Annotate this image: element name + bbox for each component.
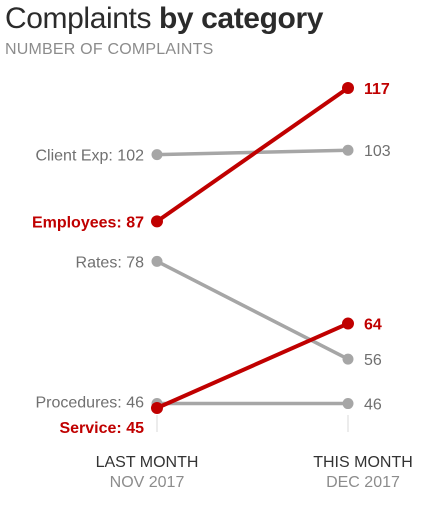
- point-start-service: [151, 402, 163, 414]
- end-label-service: 64: [364, 317, 382, 334]
- x-tick-label-0: LAST MONTH: [96, 454, 199, 471]
- end-label-procedures: 46: [364, 397, 382, 414]
- series-employees: Employees: 87 117: [32, 81, 390, 231]
- start-label-rates: Rates: 78: [76, 254, 145, 271]
- series-service: Service: 45 64: [59, 317, 381, 437]
- point-end-service: [342, 317, 354, 330]
- chart-subtitle: NUMBER OF COMPLAINTS: [5, 41, 214, 58]
- series-line-rates: [155, 259, 350, 361]
- start-label-client-exp: Client Exp: 102: [35, 148, 144, 165]
- start-label-employees: Employees: 87: [32, 214, 144, 231]
- point-start-rates: [151, 255, 163, 267]
- chart-title-part1: Complaints: [5, 2, 159, 35]
- point-end-client-exp: [342, 144, 354, 156]
- point-start-client-exp: [151, 149, 163, 161]
- point-start-employees: [151, 215, 163, 228]
- x-tick-label-1: THIS MONTH: [313, 454, 413, 471]
- point-end-employees: [342, 82, 354, 94]
- series-line-service: [155, 321, 350, 410]
- chart-title-part2: by category: [159, 2, 323, 35]
- x-tick-sublabel-1: DEC 2017: [326, 474, 400, 491]
- series-line-employees: [155, 86, 350, 224]
- end-label-client-exp: 103: [364, 143, 391, 160]
- point-end-procedures: [342, 398, 354, 410]
- end-label-rates: 56: [364, 352, 382, 369]
- start-label-service: Service: 45: [59, 420, 144, 437]
- point-end-rates: [342, 353, 354, 365]
- chart-title: Complaints by category: [5, 2, 323, 36]
- series-rates: Rates: 78 56: [76, 254, 382, 369]
- start-label-procedures: Procedures: 46: [35, 395, 144, 412]
- end-label-employees: 117: [364, 81, 390, 98]
- series-procedures: Procedures: 46 46: [35, 395, 381, 414]
- x-tick-sublabel-0: NOV 2017: [110, 474, 185, 491]
- series-client-exp: Client Exp: 102 103: [35, 143, 390, 164]
